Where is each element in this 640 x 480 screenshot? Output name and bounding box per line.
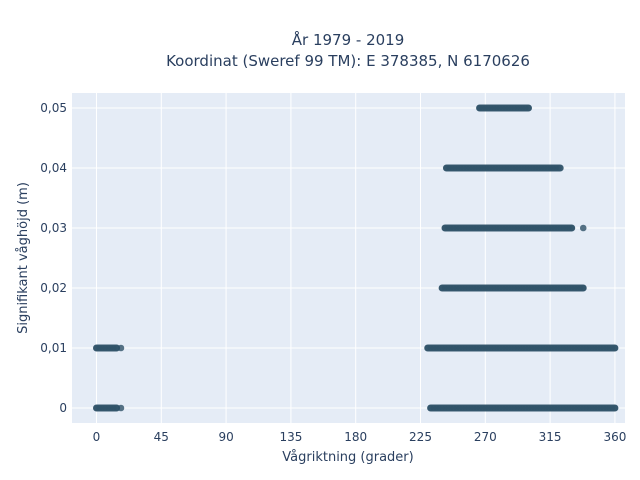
chart-title-line1: År 1979 - 2019 [292, 30, 405, 49]
x-tick-label: 0 [93, 430, 101, 444]
data-points [92, 104, 619, 412]
data-point-outlier [579, 224, 587, 232]
x-tick-label: 360 [603, 430, 626, 444]
data-point-outlier [117, 404, 125, 412]
x-axis-title: Vågriktning (grader) [282, 450, 413, 465]
x-tick-label: 180 [344, 430, 367, 444]
data-point [568, 225, 575, 231]
y-tick-label: 0 [59, 401, 67, 415]
y-tick-label: 0,05 [40, 101, 67, 115]
data-point [611, 405, 618, 411]
x-tick-label: 225 [409, 430, 432, 444]
x-tick-label: 315 [539, 430, 562, 444]
data-point [611, 345, 618, 351]
y-tick-label: 0,01 [40, 341, 67, 355]
data-point [580, 285, 587, 291]
data-point-outlier [117, 344, 125, 352]
y-tick-label: 0,03 [40, 221, 67, 235]
x-tick-label: 90 [218, 430, 233, 444]
data-point [525, 105, 532, 111]
chart-title-line2: Koordinat (Sweref 99 TM): E 378385, N 61… [166, 52, 530, 70]
y-axis-ticks: 0 0,01 0,02 0,03 0,04 0,05 [40, 101, 67, 415]
x-tick-label: 270 [474, 430, 497, 444]
data-point [555, 165, 562, 171]
x-axis-ticks: 0 45 90 135 180 225 270 315 360 [93, 430, 627, 444]
x-tick-label: 135 [279, 430, 302, 444]
x-tick-label: 45 [154, 430, 169, 444]
y-axis-title: Signifikant våghöjd (m) [16, 182, 31, 334]
y-tick-label: 0,04 [40, 161, 67, 175]
y-tick-label: 0,02 [40, 281, 67, 295]
plot-area [72, 93, 625, 423]
